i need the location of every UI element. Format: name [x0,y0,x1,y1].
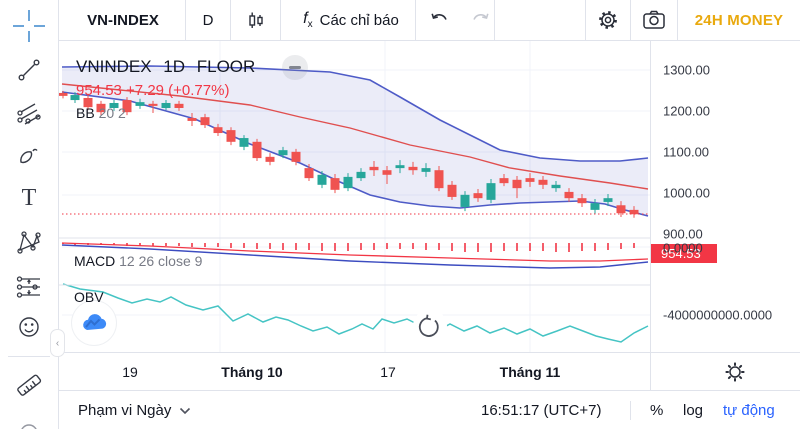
last-price-badge: 954.53 [651,244,717,263]
minus-icon [289,65,301,70]
tool-brush[interactable] [7,136,51,176]
tool-emoji[interactable] [7,307,51,347]
price-axis-label: 1300.00 [663,62,710,78]
undo-button[interactable] [420,0,460,40]
redo-button[interactable] [460,0,500,40]
obv-indicator-legend[interactable]: OBV [74,289,104,305]
percent-scale-button[interactable]: % [650,402,664,419]
cloud-logo-icon [83,314,107,330]
price-axis[interactable]: 954.53 1300.00 1200.00 1100.00 1000.00 900.0… [650,40,800,352]
price-axis-label: 1000.00 [663,185,710,201]
sun-icon [725,362,745,382]
camera-icon [643,10,665,29]
chevron-down-icon [180,407,191,414]
bb-indicator-legend[interactable]: BB 20 2 [76,105,126,121]
screenshot-button[interactable] [631,0,677,40]
reload-chart-button[interactable] [413,309,447,343]
tool-pitchfork[interactable] [7,94,51,134]
time-axis[interactable]: 19 Tháng 10 17 Tháng 11 [58,352,800,391]
forecast-icon [16,276,40,298]
tool-trend-line[interactable] [7,50,51,90]
axis-corner-divider [650,353,651,391]
tool-ruler[interactable] [7,365,51,405]
tool-crosshair[interactable] [7,6,51,46]
emoji-icon [19,317,39,337]
price-axis-label: 900.00 [663,226,703,242]
candlestick-style-icon [248,12,263,28]
time-axis-settings-button[interactable] [722,353,748,391]
pitchfork-icon [17,103,41,125]
date-range-button[interactable]: Phạm vi Ngày [78,391,191,429]
tool-text[interactable]: T [7,178,51,218]
time-axis-label: Tháng 11 [499,364,561,380]
chart-style-button[interactable] [231,0,280,40]
indicators-button[interactable]: fx Các chỉ báo [303,9,399,31]
broker-logo-button[interactable] [72,301,116,345]
interval-button[interactable]: D [202,11,214,29]
fx-icon: fx [303,9,313,31]
time-axis-label: 19 [122,364,138,380]
log-scale-button[interactable]: log [683,402,704,419]
macd-indicator-legend[interactable]: MACD 12 26 close 9 [74,253,203,269]
auto-scale-button[interactable]: tự động [723,402,775,419]
collapse-chevron-icon: ‹ [55,337,60,349]
ruler-icon [17,374,42,396]
obv-axis-label: -4000000000.0000 [663,307,773,323]
clock[interactable]: 16:51:17 (UTC+7) [481,402,602,419]
brush-icon [20,148,38,164]
zoom-icon [21,424,37,429]
drawing-toolbar: T [0,0,59,429]
legend-collapse-button[interactable] [282,55,308,80]
price-change-readout: 954.53 +7.29 (+0.77%) [76,82,230,99]
crosshair-icon [13,10,45,42]
brand-link[interactable]: 24H MONEY [694,11,784,29]
time-axis-label: Tháng 10 [221,364,283,380]
gear-icon [599,11,617,29]
tool-zoom[interactable] [7,408,51,429]
macd-axis-label: 0.0000 [663,240,703,256]
sidebar-divider [8,356,50,357]
top-toolbar: VN-INDEX D fx Các chỉ báo [58,0,800,41]
sidebar-collapse-button[interactable]: ‹ [50,329,65,357]
price-axis-label: 1200.00 [663,103,710,119]
trend-line-icon [18,59,40,81]
refresh-icon [418,314,439,337]
undo-icon [431,13,447,20]
tool-xabcd-pattern[interactable] [7,223,51,263]
bottom-bar: Phạm vi Ngày 16:51:17 (UTC+7) % log tự đ… [58,390,800,429]
bottom-bar-divider [630,401,631,420]
text-tool-icon: T [21,184,37,211]
time-axis-label: 17 [380,364,396,380]
chart-title[interactable]: VNINDEX 1D FLOOR [76,57,256,76]
symbol-button[interactable]: VN-INDEX [87,11,159,29]
xabcd-pattern-icon [17,231,41,254]
redo-icon [473,13,489,20]
settings-button[interactable] [586,0,630,40]
tool-forecast[interactable] [7,267,51,307]
price-axis-label: 1100.00 [663,144,710,160]
